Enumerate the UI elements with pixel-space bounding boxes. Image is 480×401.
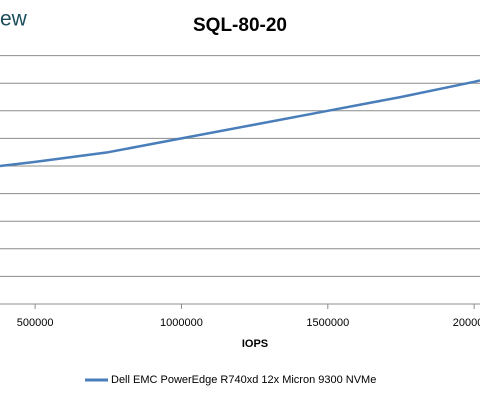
x-tick-label: 500000 xyxy=(17,317,54,329)
series-line xyxy=(0,79,480,168)
x-tick-label: 1000000 xyxy=(160,317,203,329)
x-tick-label: 1500000 xyxy=(306,317,349,329)
logo: ew xyxy=(0,8,28,31)
legend-label: Dell EMC PowerEdge R740xd 12x Micron 930… xyxy=(111,374,376,386)
x-axis-label: IOPS xyxy=(242,338,268,350)
x-tick-label: 2000000 xyxy=(453,317,480,329)
chart-title: SQL-80-20 xyxy=(193,15,287,36)
